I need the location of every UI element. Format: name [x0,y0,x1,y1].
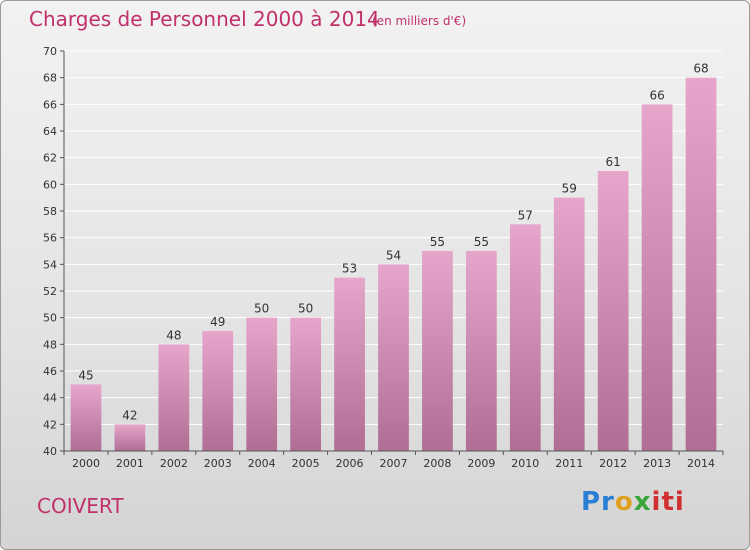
chart-subtitle: (en milliers d'€) [372,14,467,28]
chart-title: Charges de Personnel 2000 à 2014 [29,7,380,31]
x-tick-label: 2009 [467,457,495,470]
data-label: 57 [518,208,533,222]
bar [70,384,102,451]
y-tick-label: 46 [43,365,57,378]
x-tick-label: 2005 [292,457,320,470]
bar [114,424,146,451]
bar [378,264,409,451]
data-label: 54 [386,248,401,262]
bar [334,277,365,451]
data-label: 68 [693,62,708,76]
y-tick-label: 48 [43,338,57,351]
bar [685,77,717,452]
y-tick-label: 54 [43,258,57,271]
x-tick-label: 2014 [687,457,715,470]
data-label: 48 [166,328,181,342]
x-tick-label: 2010 [511,457,539,470]
x-tick-label: 2007 [380,457,408,470]
commune-name: COIVERT [37,494,124,518]
bar [641,104,673,451]
bar [553,197,585,451]
y-tick-label: 42 [43,418,57,431]
x-tick-label: 2011 [555,457,583,470]
bar [202,331,234,451]
bar [509,224,541,451]
data-label: 55 [474,235,489,249]
bar [158,344,190,451]
x-tick-label: 2012 [599,457,627,470]
bar [422,251,453,451]
y-tick-label: 56 [43,232,57,245]
bar [597,171,629,451]
y-tick-label: 40 [43,445,57,458]
data-label: 50 [298,302,313,316]
y-tick-label: 66 [43,98,57,111]
y-tick-label: 44 [43,392,57,405]
data-label: 42 [122,408,137,422]
data-label: 49 [210,315,225,329]
proxiti-logo: Proxiti [581,487,685,517]
data-label: 50 [254,302,269,316]
data-label: 53 [342,262,357,276]
data-label: 66 [649,88,664,102]
y-tick-label: 64 [43,125,57,138]
bar [465,251,497,451]
y-tick-label: 68 [43,72,57,85]
y-tick-label: 62 [43,152,57,165]
data-label: 59 [562,182,577,196]
y-tick-label: 58 [43,205,57,218]
x-tick-label: 2002 [160,457,188,470]
data-label: 45 [78,368,93,382]
x-tick-label: 2004 [248,457,276,470]
y-tick-label: 50 [43,312,57,325]
data-label: 55 [430,235,445,249]
x-tick-label: 2013 [643,457,671,470]
x-tick-label: 2003 [204,457,232,470]
y-tick-label: 60 [43,178,57,191]
bar [246,317,278,451]
x-tick-label: 2008 [423,457,451,470]
data-label: 61 [606,155,621,169]
x-tick-label: 2001 [116,457,144,470]
x-tick-label: 2006 [336,457,364,470]
bar [290,317,322,451]
x-tick-label: 2000 [72,457,100,470]
y-tick-label: 52 [43,285,57,298]
y-tick-label: 70 [43,45,57,58]
